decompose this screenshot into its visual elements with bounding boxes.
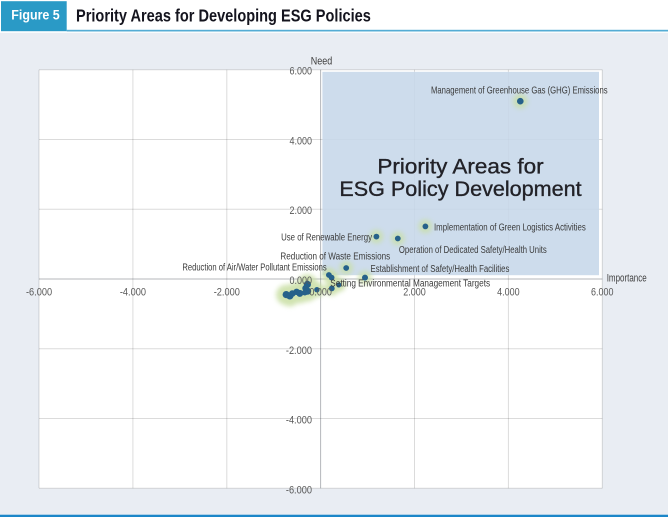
svg-text:Priority Areas for Developing: Priority Areas for Developing ESG Polici…: [76, 6, 371, 26]
svg-text:-4.000: -4.000: [120, 287, 146, 299]
svg-text:Figure 5: Figure 5: [11, 7, 59, 23]
svg-text:Reduction of Waste Emissions: Reduction of Waste Emissions: [280, 250, 390, 261]
svg-text:0.000: 0.000: [289, 275, 312, 287]
svg-text:-6.000: -6.000: [286, 485, 312, 497]
svg-text:0.000: 0.000: [309, 287, 332, 299]
svg-text:6.000: 6.000: [289, 66, 312, 78]
svg-text:-2.000: -2.000: [214, 287, 240, 299]
svg-text:6.000: 6.000: [591, 287, 614, 299]
svg-text:-4.000: -4.000: [286, 415, 312, 427]
svg-text:ESG Policy Development: ESG Policy Development: [339, 177, 581, 201]
svg-text:Implementation of Green Logist: Implementation of Green Logistics Activi…: [434, 221, 586, 232]
svg-text:Management of Greenhouse Gas (: Management of Greenhouse Gas (GHG) Emiss…: [431, 84, 608, 95]
svg-text:Importance: Importance: [607, 272, 647, 285]
svg-text:Establishment of Safety/Health: Establishment of Safety/Health Facilitie…: [371, 263, 510, 274]
svg-text:4.000: 4.000: [289, 136, 312, 148]
svg-text:Need: Need: [311, 56, 332, 68]
svg-text:Priority Areas for: Priority Areas for: [377, 154, 543, 178]
svg-text:Use of Renewable Energy: Use of Renewable Energy: [281, 231, 372, 242]
svg-text:2.000: 2.000: [403, 287, 426, 299]
svg-text:2.000: 2.000: [289, 205, 312, 217]
svg-text:Setting Environmental Manageme: Setting Environmental Management Targets: [330, 277, 490, 289]
svg-text:-6.000: -6.000: [26, 287, 52, 299]
svg-text:4.000: 4.000: [497, 287, 520, 299]
svg-text:-2.000: -2.000: [286, 345, 312, 357]
svg-text:Operation of Dedicated Safety/: Operation of Dedicated Safety/Health Uni…: [399, 244, 547, 255]
svg-text:Reduction of Air/Water Polluta: Reduction of Air/Water Pollutant Emissio…: [182, 261, 327, 272]
